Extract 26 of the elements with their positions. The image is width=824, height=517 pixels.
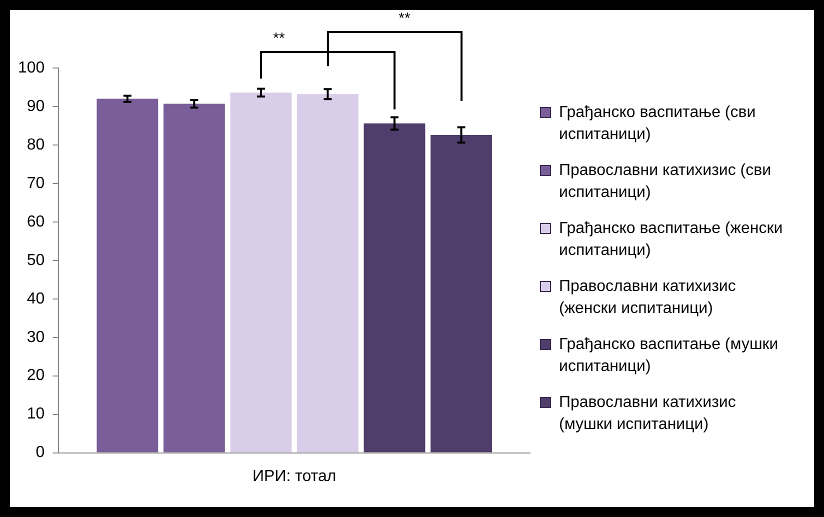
legend-label: Православни катихизис (сви испитаници) bbox=[559, 160, 772, 202]
bar bbox=[430, 134, 492, 452]
bar bbox=[96, 98, 158, 452]
y-tick-label: 70 bbox=[26, 174, 45, 192]
y-tick-label: 20 bbox=[26, 367, 45, 384]
bar bbox=[297, 94, 358, 452]
y-tick-label: 10 bbox=[26, 406, 45, 423]
text: ** bbox=[398, 10, 412, 28]
bar bbox=[230, 92, 292, 452]
y-tick-label: 90 bbox=[26, 98, 45, 115]
y-tick-label: 40 bbox=[26, 290, 45, 308]
bar bbox=[163, 104, 225, 452]
y-tick-label: 50 bbox=[26, 252, 45, 269]
text: ** bbox=[272, 30, 286, 48]
y-tick-label: 30 bbox=[26, 328, 45, 346]
bar bbox=[364, 123, 426, 452]
y-tick-label: 0 bbox=[36, 444, 45, 462]
x-tick-label: ИРИ: тотал bbox=[252, 468, 336, 485]
legend-label: Православни катихизис (женски испитаници) bbox=[559, 276, 737, 318]
y-tick-label: 80 bbox=[26, 136, 45, 154]
y-tick-label: 100 bbox=[18, 59, 45, 76]
legend-label: Грађанско васпитање (мушки испитаници) bbox=[559, 334, 780, 376]
legend-label: Грађанско васпитање (женски испитаници) bbox=[559, 218, 784, 260]
legend-label: Грађанско васпитање (сви испитаници) bbox=[559, 102, 757, 144]
y-tick-label: 60 bbox=[26, 213, 45, 230]
legend-label: Православни катихизис (мушки испитаници) bbox=[559, 392, 737, 434]
